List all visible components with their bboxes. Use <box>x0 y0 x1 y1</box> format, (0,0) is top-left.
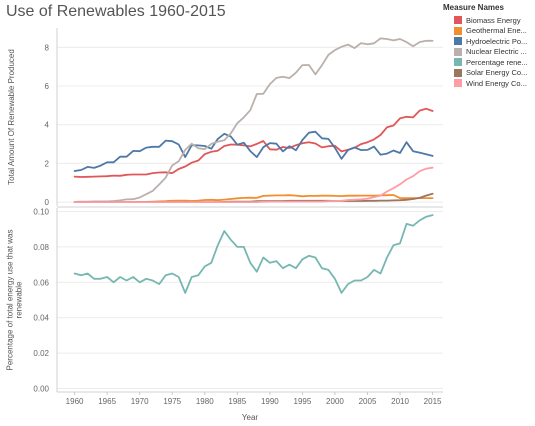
x-tick-label: 2005 <box>359 397 377 406</box>
series-line <box>73 166 434 204</box>
series-line <box>73 214 434 294</box>
x-tick-label: 1975 <box>163 397 181 406</box>
x-tick-label: 1980 <box>196 397 214 406</box>
legend-swatch <box>454 47 462 56</box>
y-axis-title: Percentage of total energy use that wasr… <box>5 230 23 371</box>
x-tick-label: 1985 <box>228 397 246 406</box>
legend-swatch <box>454 79 462 88</box>
legend-item[interactable]: Solar Energy Co... <box>443 68 535 79</box>
y-tick-label: 0 <box>45 198 50 207</box>
y-tick-label: 0.08 <box>33 243 49 252</box>
series-line <box>73 130 434 172</box>
y-tick-label: 0.04 <box>33 314 49 323</box>
x-tick-label: 1965 <box>98 397 116 406</box>
y-tick-label: 6 <box>45 82 50 91</box>
legend-item[interactable]: Nuclear Electric ... <box>443 47 535 58</box>
legend-swatch <box>454 58 462 67</box>
legend-item[interactable]: Biomass Energy <box>443 15 535 26</box>
y-tick-label: 4 <box>45 121 50 130</box>
legend-title: Measure Names <box>443 3 504 12</box>
legend-label: Geothermal Ene... <box>466 26 527 36</box>
y-axis-title: Total Amount Of Renewable Produced <box>7 49 16 185</box>
legend-label: Nuclear Electric ... <box>466 47 527 57</box>
chart-area[interactable]: 0 2 4 6 8 Total Amount Of Renewable Produced 0… <box>0 0 443 426</box>
legend[interactable]: Measure Names Biomass Energy Geothermal E… <box>443 3 535 89</box>
x-tick-label: 1970 <box>131 397 149 406</box>
y-tick-label: 0.02 <box>33 349 49 358</box>
series-line <box>73 37 434 203</box>
legend-label: Hydroelectric Po... <box>466 36 528 46</box>
x-tick-label: 1990 <box>261 397 279 406</box>
legend-label: Biomass Energy <box>466 15 521 25</box>
x-tick-label: 2010 <box>391 397 409 406</box>
legend-swatch <box>454 26 462 35</box>
legend-label: Percentage rene... <box>466 57 528 67</box>
legend-label: Wind Energy Co... <box>466 78 527 88</box>
x-axis-title: Year <box>242 413 259 422</box>
y-tick-label: 0.06 <box>33 278 49 287</box>
legend-items: Biomass Energy Geothermal Ene... Hydroelec… <box>443 15 535 89</box>
y-tick-label: 2 <box>45 159 50 168</box>
legend-swatch <box>454 68 462 77</box>
series-line <box>73 107 434 178</box>
legend-label: Solar Energy Co... <box>466 68 528 78</box>
legend-item[interactable]: Geothermal Ene... <box>443 26 535 37</box>
x-tick-label: 2015 <box>424 397 442 406</box>
legend-swatch <box>454 16 462 25</box>
legend-item[interactable]: Hydroelectric Po... <box>443 36 535 47</box>
legend-swatch <box>454 37 462 46</box>
x-tick-label: 1960 <box>66 397 84 406</box>
x-tick-label: 1995 <box>294 397 312 406</box>
y-tick-label: 0.10 <box>33 208 49 217</box>
chart-title: Use of Renewables 1960-2015 <box>6 3 226 20</box>
y-tick-label: 0.00 <box>33 384 49 393</box>
y-tick-label: 8 <box>45 43 50 52</box>
x-tick-label: 2000 <box>326 397 344 406</box>
legend-item[interactable]: Wind Energy Co... <box>443 78 535 89</box>
legend-item[interactable]: Percentage rene... <box>443 57 535 68</box>
